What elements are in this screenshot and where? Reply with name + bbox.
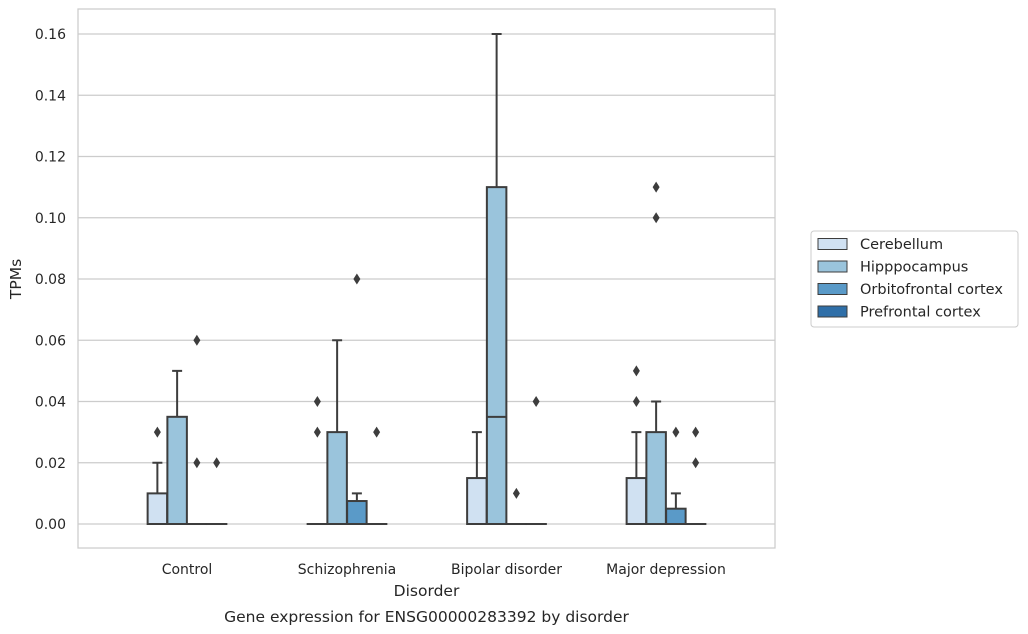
box-iqr [625, 477, 648, 525]
y-tick-label: 0.14 [35, 88, 66, 104]
outlier-point [532, 396, 540, 407]
box-iqr [485, 186, 508, 525]
outlier-point [193, 457, 201, 469]
box-iqr [466, 477, 488, 525]
x-tick-label: Control [162, 562, 213, 578]
legend-label: Hipppocampus [860, 260, 968, 276]
outlier-point [632, 365, 640, 377]
y-tick-label: 0.06 [35, 333, 66, 349]
outlier-point [692, 426, 700, 438]
outlier-point [373, 426, 381, 438]
box-1-2 [346, 273, 368, 525]
legend-swatch [817, 238, 848, 250]
y-tick-label: 0.08 [35, 272, 66, 288]
box-iqr [146, 492, 169, 525]
outlier-point [193, 334, 201, 346]
outlier-point [353, 273, 361, 285]
legend-swatch [817, 305, 848, 318]
box-2-1 [485, 33, 508, 525]
box-1-1 [326, 339, 348, 525]
box-1-0 [306, 396, 329, 526]
box-0-3 [205, 457, 228, 526]
legend: Cerebellum Hipppocampus Orbitofrontal cort… [810, 230, 1019, 328]
legend-swatch [817, 260, 848, 273]
box-0-1 [166, 369, 188, 525]
x-axis-label: Disorder [394, 582, 460, 600]
chart-caption: Gene expression for ENSG00000283392 by d… [224, 608, 629, 626]
box-1-3 [365, 426, 388, 526]
box-iqr [645, 431, 667, 525]
box-3-3 [684, 426, 707, 526]
outlier-point [213, 457, 221, 469]
box-3-1 [645, 181, 667, 525]
x-tick-label: Schizophrenia [298, 562, 396, 578]
outlier-point [672, 426, 680, 438]
outlier-point [313, 426, 321, 438]
outlier-point [652, 212, 660, 224]
y-tick-label: 0.10 [35, 211, 66, 227]
box-2-0 [466, 431, 488, 525]
box-iqr [665, 507, 687, 525]
boxes-layer [146, 33, 707, 526]
box-iqr [166, 415, 188, 525]
x-tick-label: Major depression [606, 562, 726, 578]
y-tick-label: 0.02 [35, 456, 66, 472]
y-tick-label: 0.00 [35, 517, 66, 533]
y-axis-ticks: 0.00 0.02 0.04 0.06 0.08 0.10 0.12 0.14 0.16 [35, 27, 66, 533]
plot-area-border [77, 8, 776, 549]
outlier-point [313, 396, 321, 407]
y-tick-label: 0.04 [35, 395, 66, 411]
box-3-0 [625, 365, 648, 525]
box-0-0 [146, 426, 169, 525]
y-tick-label: 0.16 [35, 27, 66, 43]
box-2-3 [525, 396, 547, 526]
outlier-point [652, 181, 660, 193]
outlier-point [512, 487, 520, 499]
x-axis-ticks: Control Schizophrenia Bipolar disorder Majo… [162, 562, 726, 578]
legend-frame [810, 230, 1019, 328]
outlier-point [692, 457, 700, 469]
box-3-2 [665, 426, 687, 525]
box-iqr [326, 431, 348, 525]
legend-label: Cerebellum [860, 237, 943, 253]
outlier-point [153, 426, 161, 438]
legend-label: Prefrontal cortex [860, 305, 981, 321]
outlier-point [632, 396, 640, 407]
x-tick-label: Bipolar disorder [451, 562, 562, 578]
box-0-2 [186, 334, 208, 526]
y-axis-label: TPMs [7, 259, 25, 300]
legend-label: Orbitofrontal cortex [860, 282, 1003, 298]
legend-swatch [817, 283, 848, 295]
y-tick-label: 0.12 [35, 150, 66, 166]
box-iqr [346, 500, 368, 525]
